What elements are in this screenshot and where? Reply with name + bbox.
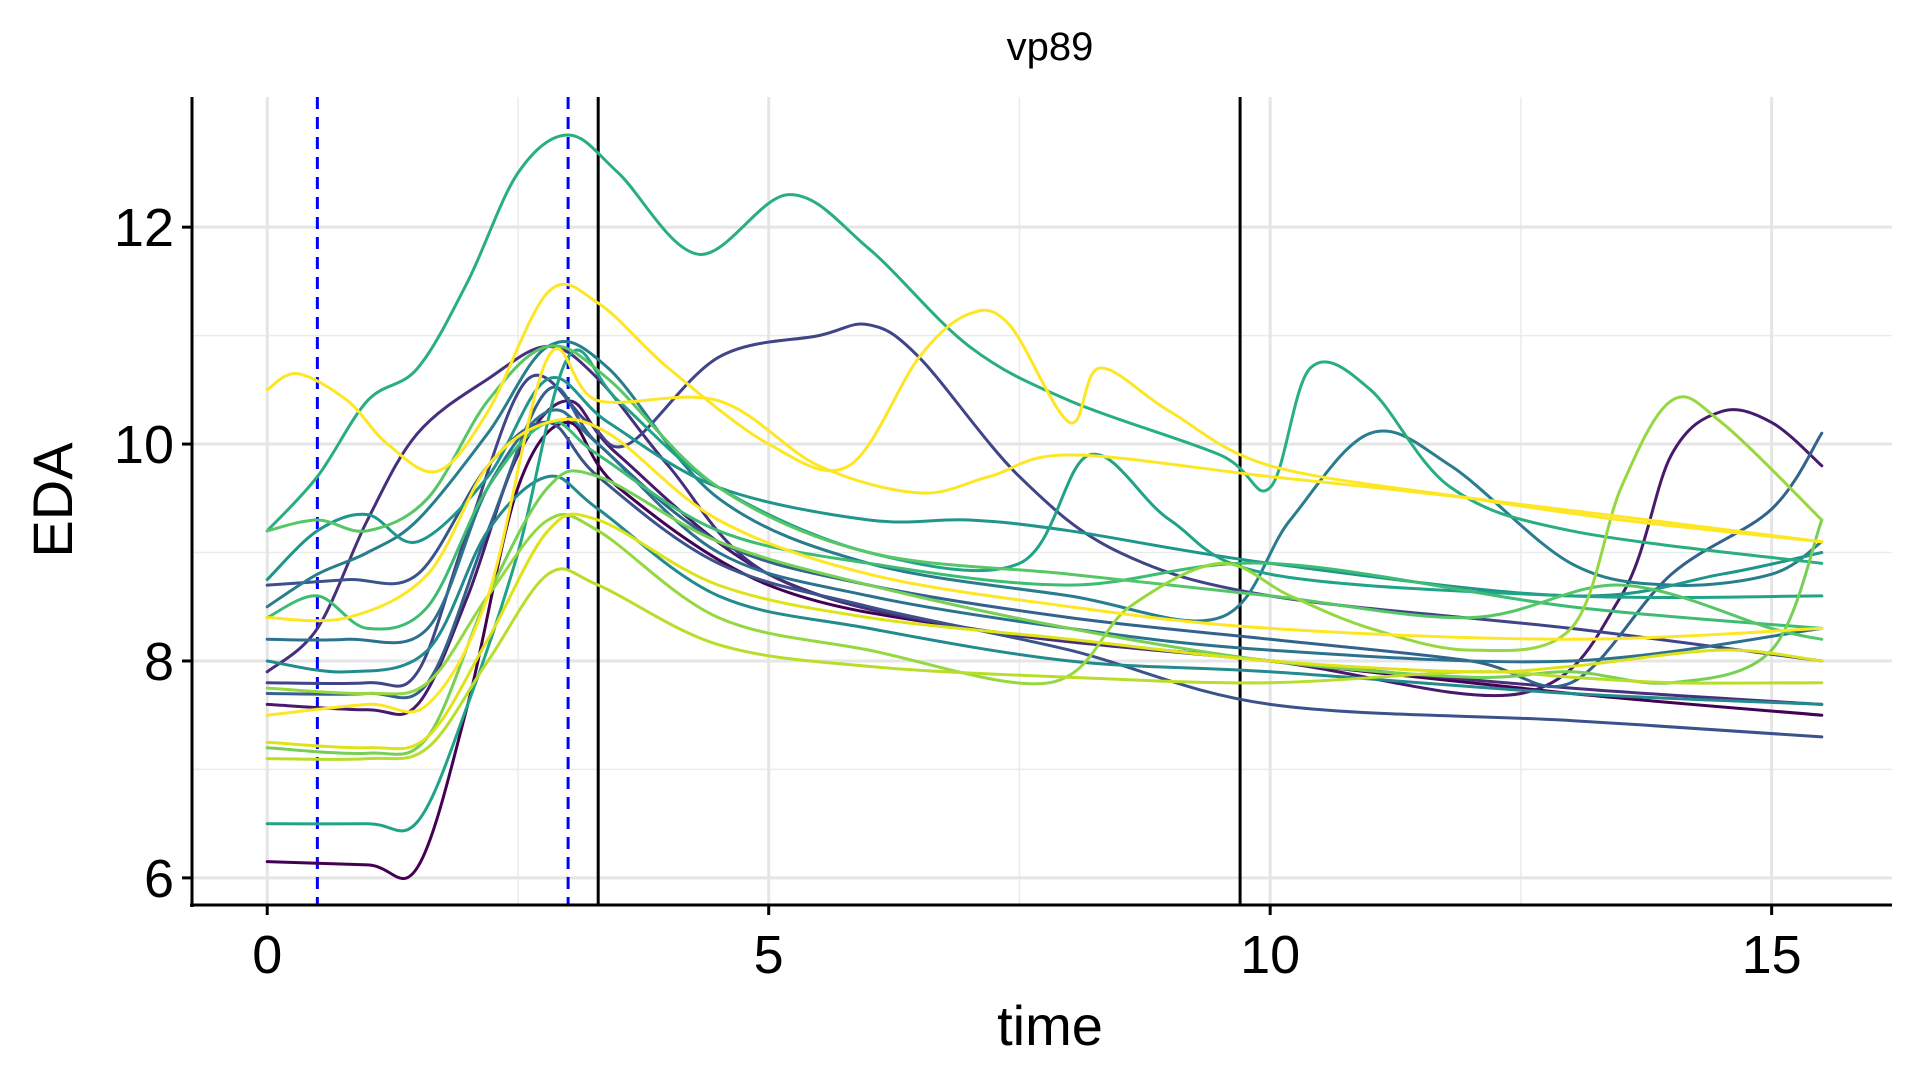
y-tick-label: 10 [114, 415, 174, 475]
reference-lines [315, 97, 1242, 905]
series-line-12 [265, 133, 1824, 565]
y-tick-label: 6 [144, 849, 174, 909]
grid [192, 97, 1892, 905]
series-line-7 [265, 408, 1824, 664]
axes: 0 5 10 15 6 8 10 12 [114, 97, 1892, 985]
x-tick-label: 5 [754, 925, 784, 985]
series-line-9 [265, 474, 1824, 706]
series-line-11 [265, 348, 1824, 833]
series-line-17 [265, 567, 1824, 761]
chart-title: vp89 [1007, 25, 1094, 69]
x-tick-label: 15 [1742, 925, 1802, 985]
series-line-8 [265, 340, 1824, 623]
series-line-20 [265, 347, 1824, 717]
series-line-16 [265, 395, 1824, 696]
x-tick-label: 0 [252, 925, 282, 985]
x-tick-label: 10 [1240, 925, 1300, 985]
series-lines [265, 133, 1824, 881]
series-line-14 [265, 344, 1824, 641]
y-tick-label: 8 [144, 632, 174, 692]
series-line-5 [265, 420, 1824, 739]
x-axis-title: time [997, 994, 1103, 1057]
series-line-21 [265, 417, 1824, 641]
series-line-18 [265, 512, 1824, 751]
y-tick-label: 12 [114, 198, 174, 258]
y-axis-title: EDA [21, 442, 84, 558]
series-line-19 [265, 282, 1824, 544]
series-line-13 [265, 419, 1824, 631]
